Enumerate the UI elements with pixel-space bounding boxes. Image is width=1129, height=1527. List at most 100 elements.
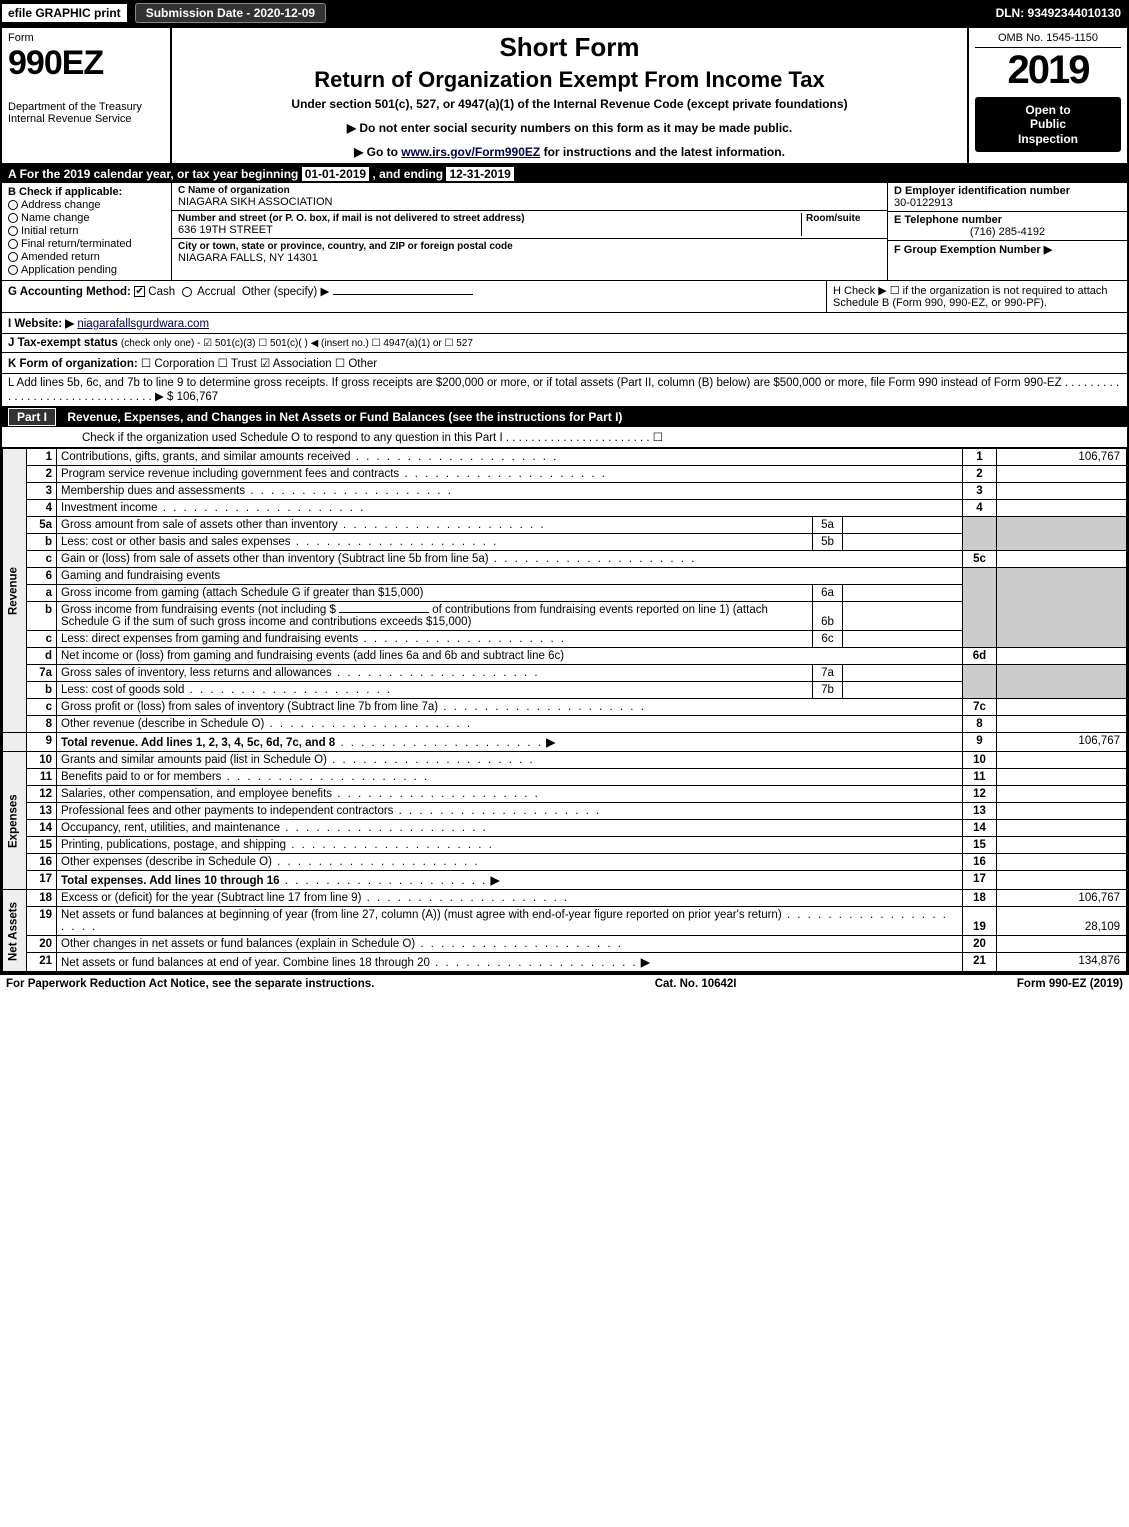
box-b-label: B Check if applicable: <box>8 186 165 198</box>
cb-initial-return[interactable]: Initial return <box>8 225 165 237</box>
l21-desc: Net assets or fund balances at end of ye… <box>61 957 430 969</box>
title-main: Return of Organization Exempt From Incom… <box>178 67 961 93</box>
l1-box: 1 <box>963 449 997 466</box>
box-c-name-label: C Name of organization <box>178 185 881 196</box>
l18-box: 18 <box>963 890 997 907</box>
efile-print-button[interactable]: efile GRAPHIC print <box>2 4 127 22</box>
omb-label: OMB No. 1545-1150 <box>975 32 1121 48</box>
l12-box: 12 <box>963 786 997 803</box>
footer: For Paperwork Reduction Act Notice, see … <box>0 974 1129 993</box>
l5a-minival <box>843 517 963 534</box>
l8-desc: Other revenue (describe in Schedule O) <box>61 718 264 730</box>
cb-final-return[interactable]: Final return/terminated <box>8 238 165 250</box>
l1-amt: 106,767 <box>997 449 1127 466</box>
section-expenses: Expenses <box>3 752 27 890</box>
l18-desc: Excess or (deficit) for the year (Subtra… <box>61 892 361 904</box>
lbl-accrual: Accrual <box>197 286 235 298</box>
boxes-def: D Employer identification number 30-0122… <box>887 183 1127 280</box>
box-f-label: F Group Exemption Number ▶ <box>894 243 1121 256</box>
cb-accrual[interactable] <box>182 287 192 297</box>
cb-application-pending[interactable]: Application pending <box>8 264 165 276</box>
l1-num: 1 <box>27 449 57 466</box>
l6c-num: c <box>27 631 57 648</box>
l8-box: 8 <box>963 716 997 733</box>
row-l: L Add lines 5b, 6c, and 7b to line 9 to … <box>2 374 1127 407</box>
row-i: I Website: ▶ niagarafallsgurdwara.com <box>2 313 1127 334</box>
l16-desc: Other expenses (describe in Schedule O) <box>61 856 272 868</box>
l5b-minival <box>843 534 963 551</box>
l6d-num: d <box>27 648 57 665</box>
goto-link[interactable]: www.irs.gov/Form990EZ <box>401 145 540 159</box>
room-suite-label: Room/suite <box>806 213 881 224</box>
lbl-cash: Cash <box>148 286 175 298</box>
row-j-detail: (check only one) - ☑ 501(c)(3) ☐ 501(c)(… <box>121 338 473 349</box>
cb-name-change[interactable]: Name change <box>8 212 165 224</box>
part-i-label: Part I <box>8 408 56 426</box>
l12-desc: Salaries, other compensation, and employ… <box>61 788 332 800</box>
period-begin: 01-01-2019 <box>302 167 369 181</box>
footer-mid: Cat. No. 10642I <box>655 978 737 990</box>
l8-num: 8 <box>27 716 57 733</box>
form-label: Form <box>8 32 164 44</box>
l7b-mini: 7b <box>813 682 843 699</box>
l6c-minival <box>843 631 963 648</box>
top-bar: efile GRAPHIC print Submission Date - 20… <box>0 0 1129 26</box>
section-revenue: Revenue <box>3 449 27 733</box>
form-table: Form 990EZ Department of the Treasury In… <box>0 26 1129 974</box>
open-to-public: Open to Public Inspection <box>975 97 1121 152</box>
l4-amt <box>997 500 1127 517</box>
l6b-minival <box>843 602 963 631</box>
l7c-box: 7c <box>963 699 997 716</box>
open3: Inspection <box>977 132 1119 146</box>
l9-num: 9 <box>27 733 57 752</box>
box-b: B Check if applicable: Address change Na… <box>2 183 172 280</box>
l6d-amt <box>997 648 1127 665</box>
row-h: H Check ▶ ☐ if the organization is not r… <box>827 281 1127 312</box>
l6-shade <box>963 568 997 648</box>
cb-cash[interactable]: ✔ <box>134 286 145 297</box>
l19-num: 19 <box>27 907 57 936</box>
l7-shade-amt <box>997 665 1127 699</box>
l4-desc: Investment income <box>61 502 158 514</box>
cb-amended-return[interactable]: Amended return <box>8 251 165 263</box>
l12-num: 12 <box>27 786 57 803</box>
box-c-addr-label: Number and street (or P. O. box, if mail… <box>178 213 801 224</box>
l2-box: 2 <box>963 466 997 483</box>
box-c: C Name of organization NIAGARA SIKH ASSO… <box>172 183 887 280</box>
l16-box: 16 <box>963 854 997 871</box>
open1: Open to <box>977 103 1119 117</box>
submission-date: Submission Date - 2020-12-09 <box>135 3 326 23</box>
l11-desc: Benefits paid to or for members <box>61 771 221 783</box>
l15-num: 15 <box>27 837 57 854</box>
l5c-amt <box>997 551 1127 568</box>
l13-desc: Professional fees and other payments to … <box>61 805 393 817</box>
website-link[interactable]: niagarafallsgurdwara.com <box>77 318 209 330</box>
lbl-other: Other (specify) ▶ <box>242 286 329 298</box>
l6b-mini: 6b <box>813 602 843 631</box>
l6a-minival <box>843 585 963 602</box>
l16-amt <box>997 854 1127 871</box>
row-g-label: G Accounting Method: <box>8 286 131 298</box>
l18-amt: 106,767 <box>997 890 1127 907</box>
l20-box: 20 <box>963 936 997 953</box>
l7-shade <box>963 665 997 699</box>
period-mid: , and ending <box>372 167 446 181</box>
l19-box: 19 <box>963 907 997 936</box>
l21-num: 21 <box>27 953 57 972</box>
l5a-mini: 5a <box>813 517 843 534</box>
l11-num: 11 <box>27 769 57 786</box>
l1-desc: Contributions, gifts, grants, and simila… <box>61 451 351 463</box>
l6-desc: Gaming and fundraising events <box>57 568 963 585</box>
tax-year: 2019 <box>975 48 1121 93</box>
l2-amt <box>997 466 1127 483</box>
footer-left: For Paperwork Reduction Act Notice, see … <box>6 978 374 990</box>
rev-spacer <box>3 733 27 752</box>
ein: 30-0122913 <box>894 197 1121 209</box>
l17-desc: Total expenses. Add lines 10 through 16 <box>61 875 280 887</box>
l9-box: 9 <box>963 733 997 752</box>
dln-label: DLN: 93492344010130 <box>996 6 1129 20</box>
l3-desc: Membership dues and assessments <box>61 485 245 497</box>
section-netassets: Net Assets <box>3 890 27 972</box>
cb-address-change[interactable]: Address change <box>8 199 165 211</box>
l21-amt: 134,876 <box>997 953 1127 972</box>
